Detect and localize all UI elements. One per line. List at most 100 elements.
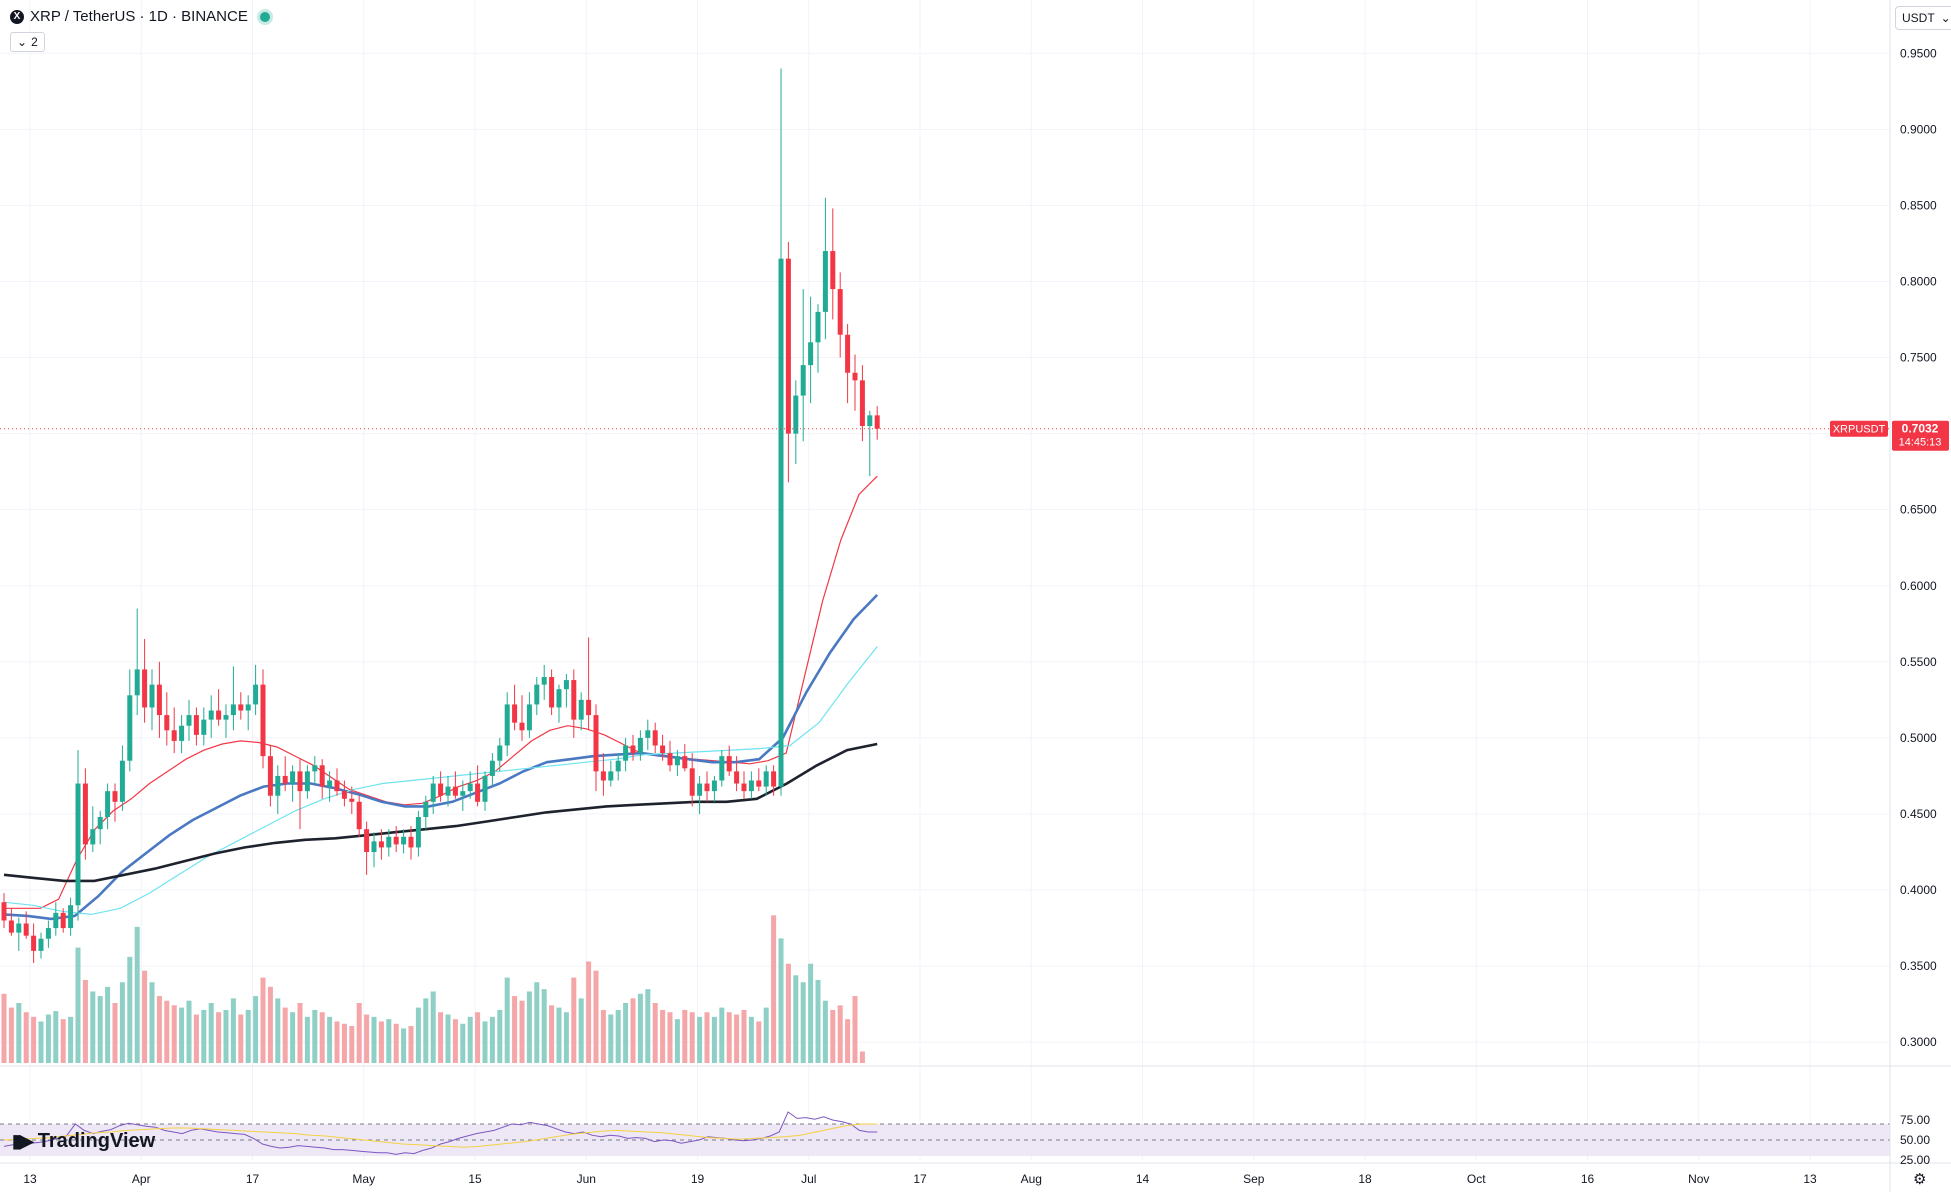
price-tick-label: 0.3000 [1900,1035,1937,1049]
candle-body [53,912,59,929]
ma-slow-line [3,742,878,883]
volume-bar [711,1016,717,1063]
volume-bar [763,1007,769,1063]
candle-body [38,938,44,951]
volume-bar [430,991,436,1063]
candle-body [45,928,51,939]
candle-body [800,365,806,396]
candle-body [149,684,155,708]
volume-bars [1,915,865,1063]
volume-bar [142,970,148,1063]
volume-bar [623,1003,629,1063]
candle-body [97,817,103,830]
candle-body [682,756,688,769]
time-tick-label: 13 [23,1172,37,1186]
candle-body [711,780,717,792]
tradingview-logo[interactable]: ▮▶ TradingView [12,1130,155,1153]
candle-body [808,342,814,366]
candle-body [438,783,444,796]
candle-body [201,719,207,735]
candle-body [630,745,636,754]
volume-bar [349,1026,355,1063]
volume-bar [423,998,429,1063]
price-tick-label: 0.4500 [1900,807,1937,821]
candle-body [608,771,614,781]
volume-bar [793,975,799,1063]
volume-bar [282,1007,288,1063]
volume-bar [593,970,599,1063]
candle-body [837,289,843,335]
indicators-toggle-button[interactable]: ⌄ 2 [10,32,45,52]
volume-bar [304,1016,310,1063]
candle-body [230,704,236,716]
volume-bar [445,1014,451,1063]
symbol-title[interactable]: XRP / TetherUS · 1D · BINANCE [30,8,248,25]
candle-body [674,756,680,766]
candle-body [193,715,199,735]
volume-bar [652,1003,658,1063]
volume-bar [608,1014,614,1063]
volume-bar [97,996,103,1063]
price-tag-bg [1892,420,1949,451]
candle-body [156,684,162,716]
candle-body [260,684,266,757]
price-tick-label: 0.4000 [1900,883,1937,897]
volume-bar [16,1003,22,1063]
candle-body [815,311,821,343]
time-tick-label: Aug [1021,1172,1042,1186]
volume-bar [719,1007,725,1063]
volume-bar [334,1021,340,1063]
volume-bar [815,979,821,1063]
candle-body [623,745,629,761]
symbol-tag-text: XRPUSDT [1833,424,1886,436]
volume-bar [356,1003,362,1063]
candle-body [415,817,421,848]
volume-bar [164,1000,170,1063]
currency-selector[interactable]: USDT ⌄ [1895,6,1951,30]
volume-bar [808,963,814,1063]
candle-body [23,923,29,936]
volume-bar [578,998,584,1063]
volume-bar [260,977,266,1063]
volume-bar [645,989,651,1063]
gear-icon[interactable]: ⚙ [1913,1171,1927,1188]
candle-body [571,680,577,720]
price-tick-label: 0.7500 [1900,351,1937,365]
volume-bar [660,1009,666,1063]
volume-bar [504,977,510,1063]
volume-bar [489,1016,495,1063]
time-tick-label: Jul [801,1172,816,1186]
candle-body [660,745,666,754]
volume-bar [748,1016,754,1063]
volume-bar [630,998,636,1063]
candle-body [771,771,777,787]
candle-body [68,905,74,929]
chevron-down-icon: ⌄ [17,35,28,49]
candle-body [341,791,347,799]
volume-bar [267,986,273,1063]
candle-body [845,334,851,373]
candle-body [334,780,340,792]
volume-bar [75,947,81,1063]
volume-bar [112,1003,118,1063]
volume-bar [771,915,777,1063]
volume-bar [253,996,259,1063]
candle-body [793,395,799,434]
time-tick-label: Apr [132,1172,151,1186]
candle-body [667,753,673,766]
volume-bar [615,1009,621,1063]
volume-bar [482,1021,488,1063]
candle-body [512,704,518,723]
candle-body [267,756,273,796]
volume-bar [208,1003,214,1063]
candle-body [637,737,643,754]
candle-body [105,791,111,818]
volume-bar [845,1019,851,1063]
candle-body [593,715,599,772]
candle-body [867,415,873,426]
candle-body [31,935,37,951]
volume-bar [186,1000,192,1063]
volume-bar [134,926,140,1063]
